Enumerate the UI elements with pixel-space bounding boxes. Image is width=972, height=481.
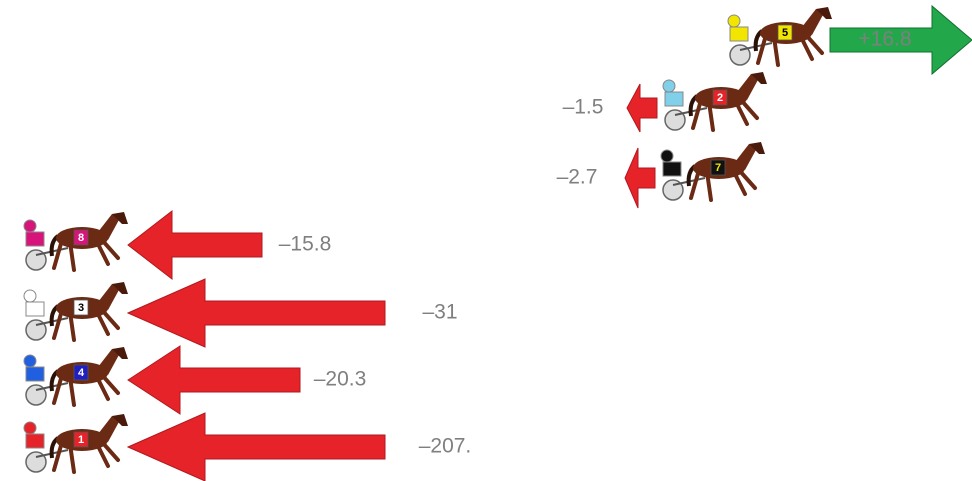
horse-leg bbox=[52, 373, 64, 405]
saddle-cloth bbox=[73, 431, 89, 448]
change-label: –20.3 bbox=[314, 368, 367, 391]
driver-body bbox=[729, 26, 749, 42]
horse-number: 1 bbox=[78, 434, 84, 446]
change-label: –15.8 bbox=[279, 233, 332, 256]
horse-leg bbox=[52, 238, 64, 270]
horse-neck bbox=[802, 9, 824, 35]
change-arrow bbox=[126, 412, 386, 481]
driver-head bbox=[23, 219, 37, 233]
horse-number: 4 bbox=[78, 367, 85, 379]
horse-number: 7 bbox=[715, 162, 721, 174]
horse-leg bbox=[52, 440, 64, 472]
horse-leg bbox=[689, 168, 701, 200]
horse-neck bbox=[98, 214, 120, 240]
driver-head bbox=[660, 149, 674, 163]
horse-row: 4 –20.3 bbox=[23, 345, 367, 415]
horse-head bbox=[112, 414, 128, 426]
driver-head bbox=[727, 14, 741, 28]
driver-body bbox=[25, 231, 45, 247]
horse-number: 5 bbox=[782, 27, 788, 39]
horse-row: 1 –207. bbox=[23, 412, 472, 481]
horse-row: 7 –2.7 bbox=[557, 142, 765, 209]
change-arrow bbox=[127, 209, 263, 281]
saddle-cloth bbox=[710, 159, 726, 176]
change-label: –31 bbox=[422, 301, 457, 324]
change-arrow bbox=[626, 83, 658, 133]
driver-body bbox=[25, 301, 45, 317]
horse-neck bbox=[737, 74, 759, 100]
saddle-cloth bbox=[777, 24, 793, 41]
sulky-wheel bbox=[25, 319, 47, 341]
horse-row: 5 +16.8 bbox=[727, 4, 972, 76]
horse-head bbox=[112, 282, 128, 294]
change-label: –207. bbox=[419, 435, 472, 458]
driver-body bbox=[25, 366, 45, 382]
sulky-wheel bbox=[664, 109, 686, 131]
driver-head bbox=[662, 79, 676, 93]
saddle-cloth bbox=[73, 299, 89, 316]
change-arrow bbox=[126, 278, 386, 348]
horse-row: 8 –15.8 bbox=[23, 209, 332, 281]
horse-head bbox=[112, 212, 128, 224]
change-arrow bbox=[829, 4, 972, 76]
horse-leg bbox=[52, 308, 64, 340]
horse-number: 3 bbox=[78, 302, 84, 314]
change-label: –2.7 bbox=[557, 166, 598, 189]
change-label: –1.5 bbox=[563, 96, 604, 119]
horse-row: 3 –31 bbox=[23, 278, 458, 348]
sulky-wheel bbox=[25, 249, 47, 271]
driver-head bbox=[23, 421, 37, 435]
horse-number: 2 bbox=[717, 92, 723, 104]
change-label: +16.8 bbox=[858, 28, 911, 51]
horse-neck bbox=[735, 144, 757, 170]
horse-leg bbox=[756, 33, 768, 65]
driver-head bbox=[23, 289, 37, 303]
horse-head bbox=[749, 142, 765, 154]
driver-body bbox=[25, 433, 45, 449]
driver-body bbox=[664, 91, 684, 107]
sulky-wheel bbox=[729, 44, 751, 66]
horse-head bbox=[751, 72, 767, 84]
horse-number: 8 bbox=[78, 232, 84, 244]
horse-row: 2 –1.5 bbox=[563, 72, 767, 133]
driver-head bbox=[23, 354, 37, 368]
horse-neck bbox=[98, 416, 120, 442]
horse-neck bbox=[98, 349, 120, 375]
horse-head bbox=[112, 347, 128, 359]
horse-leg bbox=[691, 98, 703, 130]
change-arrow bbox=[624, 147, 656, 209]
sulky-wheel bbox=[662, 179, 684, 201]
sulky-wheel bbox=[25, 451, 47, 473]
saddle-cloth bbox=[73, 229, 89, 246]
saddle-cloth bbox=[73, 364, 89, 381]
change-arrow bbox=[127, 345, 301, 415]
saddle-cloth bbox=[712, 89, 728, 106]
driver-body bbox=[662, 161, 682, 177]
sulky-wheel bbox=[25, 384, 47, 406]
horse-head bbox=[816, 7, 832, 19]
horse-neck bbox=[98, 284, 120, 310]
